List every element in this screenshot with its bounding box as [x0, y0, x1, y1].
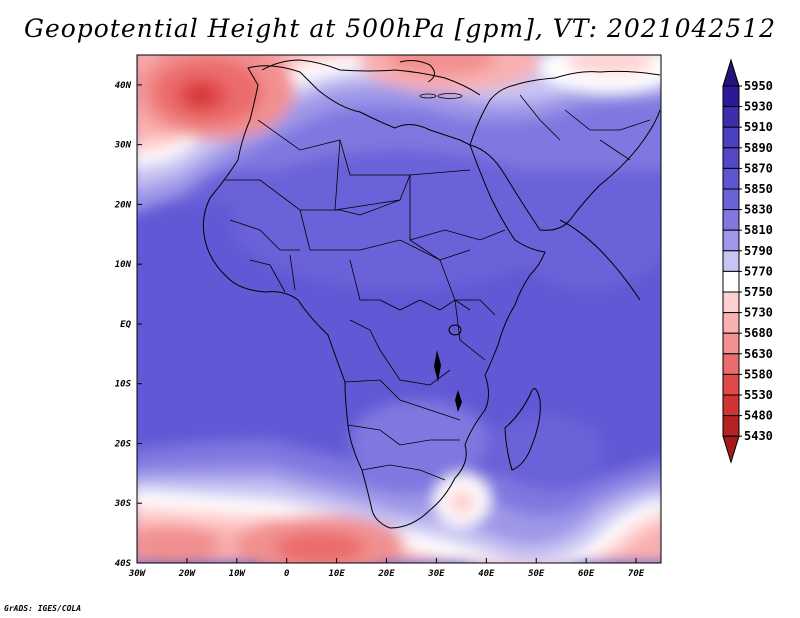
- colorbar-swatch: [722, 147, 740, 169]
- colorbar-swatch: [722, 332, 740, 355]
- y-tick-label: 40N: [115, 81, 132, 91]
- colorbar-label: 5630: [744, 347, 773, 361]
- colorbar-swatch: [722, 85, 740, 108]
- x-tick-label: 70E: [628, 569, 645, 579]
- map-title: Geopotential Height at 500hPa [gpm], VT:…: [23, 14, 777, 43]
- y-tick-label: 10S: [115, 380, 132, 390]
- y-tick-label: 20N: [114, 200, 132, 210]
- colorbar-swatch: [722, 312, 740, 334]
- colorbar-label: 5580: [744, 367, 773, 381]
- coastlines: [202, 59, 661, 529]
- y-tick-label: EQ: [120, 320, 131, 330]
- colorbar-top-arrow: [722, 58, 740, 87]
- x-tick-label: 30W: [128, 569, 147, 579]
- x-tick-label: 40E: [478, 569, 495, 579]
- colorbar-label: 5950: [744, 79, 773, 93]
- colorbar-swatch: [722, 229, 740, 252]
- x-tick-label: 20W: [178, 569, 197, 579]
- colorbar-swatch: [722, 291, 740, 314]
- latitude-axis: 40N 30N 20N 10N EQ 10S 20S 30S 40S: [114, 81, 142, 569]
- country-borders: [225, 94, 651, 481]
- y-tick-label: 10N: [115, 260, 132, 270]
- colorbar-label: 5910: [744, 120, 773, 134]
- colorbar-label: 5790: [744, 244, 773, 258]
- colorbar-label: 5810: [744, 223, 773, 237]
- longitude-axis: 30W 20W 10W 0 10E 20E 30E 40E 50E 60E 70E: [128, 558, 645, 579]
- y-tick-label: 30S: [114, 499, 132, 509]
- colorbar-label: 5430: [744, 429, 773, 443]
- x-tick-label: 0: [284, 569, 290, 579]
- lakes: [419, 93, 463, 412]
- colorbar-swatch: [722, 353, 740, 375]
- colorbar-swatch: [722, 270, 740, 293]
- colorbar-label: 5850: [744, 182, 773, 196]
- y-tick-label: 30N: [114, 141, 132, 151]
- x-tick-label: 50E: [528, 569, 545, 579]
- x-tick-label: 30E: [427, 569, 445, 579]
- colorbar-label: 5870: [744, 161, 773, 175]
- colorbar-swatch: [722, 126, 740, 149]
- credit-text: GrADS: IGES/COLA: [4, 604, 82, 613]
- colorbar-label: 5530: [744, 388, 773, 402]
- map-frame: [136, 54, 662, 564]
- colorbar-label: 5680: [744, 326, 773, 340]
- colorbar-label: 5830: [744, 203, 773, 217]
- colorbar-swatch: [722, 106, 740, 128]
- x-tick-label: 10W: [229, 569, 247, 579]
- colorbar: 5950 5930 5910 5890 5870 5850 5830 5810 5790 5770…: [722, 58, 773, 464]
- colorbar-label: 5750: [744, 285, 773, 299]
- x-tick-label: 20E: [377, 569, 395, 579]
- colorbar-label: 5770: [744, 264, 773, 278]
- colorbar-swatch: [722, 415, 740, 437]
- colorbar-label: 5930: [744, 100, 773, 114]
- colorbar-label: 5890: [744, 141, 773, 155]
- colorbar-swatch: [722, 167, 740, 190]
- colorbar-swatch: [722, 209, 740, 231]
- geopotential-field: [137, 55, 661, 563]
- colorbar-swatch: [722, 373, 740, 396]
- colorbar-label: 5730: [744, 306, 773, 320]
- x-tick-label: 60E: [578, 569, 595, 579]
- x-tick-label: 10E: [328, 569, 345, 579]
- y-tick-label: 20S: [114, 439, 132, 449]
- colorbar-swatch: [722, 394, 740, 417]
- colorbar-label: 5480: [744, 409, 773, 423]
- colorbar-swatch: [722, 250, 740, 272]
- y-tick-label: 40S: [115, 559, 132, 569]
- colorbar-bottom-arrow: [722, 435, 740, 464]
- colorbar-swatch: [722, 188, 740, 211]
